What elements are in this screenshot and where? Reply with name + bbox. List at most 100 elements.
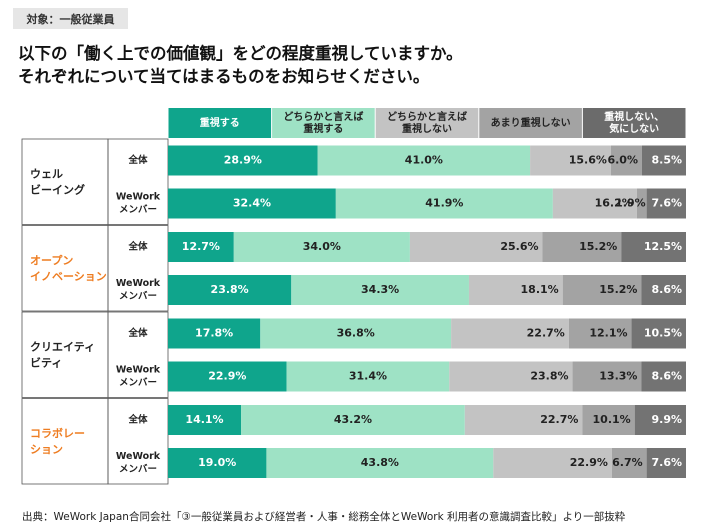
bar-row-1: 32.4% 41.9% 16.2%1.9% 7.6% [168,188,686,219]
bar-segment-5-2 [449,361,573,392]
source-note: 出典：WeWork Japan合同会社「③一般従業員および経営者・人事・総務全体… [22,511,626,523]
row-label-2-1: WeWork メンバー [116,365,161,389]
bar-segment-7-3 [611,448,647,478]
data-label-3-3: 15.2% [599,283,637,296]
group-label-1: オープンイノベーション [30,253,107,283]
legend-item-1 [272,108,375,138]
data-label-5-1: 31.4% [349,370,387,383]
bar-segment-6-3 [582,405,635,435]
bar-segment-3-0 [168,275,292,305]
group-label-3: コラボレーション [30,426,85,456]
data-label-0-0: 28.9% [224,154,262,167]
bar-row-0: 28.9% 41.0% 15.6% 6.0% 8.5% [168,145,686,176]
bar-segment-1-3 [636,188,647,219]
legend-label-3: あまり重視しない [491,116,571,129]
legend-label-1: どちらかと言えば重視する [283,110,363,135]
bar-segment-4-0 [168,318,261,349]
bar-segment-2-2 [409,232,543,262]
row-label-2-0: 全体 [127,327,148,339]
row-label-3-0: 全体 [127,414,148,426]
group-frame-1 [21,225,109,312]
data-label-6-2: 22.7% [540,413,578,426]
bar-segment-0-2 [530,145,611,176]
group-label-0: ウェルビーイング [30,167,85,196]
data-label-4-0: 17.8% [195,327,233,340]
data-label-4-2: 22.7% [527,327,565,340]
data-label-4-3: 12.1% [589,327,627,340]
data-label-1-4: 7.6% [651,197,682,210]
bar-segment-5-3 [572,361,642,392]
bar-segment-6-2 [464,405,583,435]
question-line-1: 以下の「働く上での価値観」をどの程度重視していますか。 [18,44,463,63]
bar-segment-2-1 [233,232,410,262]
data-label-7-2: 22.9% [570,456,608,469]
data-label-2-2: 25.6% [500,240,538,253]
data-label-2-3: 15.2% [579,240,617,253]
data-label-4-1: 36.8% [337,327,375,340]
bar-segment-7-4 [646,448,686,478]
row-frame-2 [107,311,169,398]
data-label-7-1: 43.8% [361,456,399,469]
group-label-2: クリエイティビティ [30,340,95,369]
data-label-0-2: 15.6% [569,154,607,167]
bar-row-2: 12.7% 34.0% 25.6% 15.2% 12.5% [168,232,686,262]
bar-segment-3-2 [468,275,563,305]
bar-segment-7-1 [266,448,494,478]
bar-segment-1-4 [646,188,686,219]
legend-item-4 [582,108,686,138]
row-label-1-1: WeWork メンバー [116,278,161,302]
bar-row-4: 17.8% 36.8% 22.7% 12.1% 10.5% [168,318,686,349]
row-label-3-1: WeWork メンバー [116,451,161,475]
legend-label-4: 重視しない、気にしない [604,110,664,135]
bar-segment-4-1 [260,318,452,349]
bar-row-7: 19.0% 43.8% 22.9% 6.7% 7.6% [168,448,686,478]
bar-row-3: 23.8% 34.3% 18.1% 15.2% 8.6% [168,275,686,305]
data-label-0-1: 41.0% [405,154,443,167]
group-frame-3 [21,398,109,485]
legend-label-2: どちらかと言えば重視しない [387,110,467,135]
bar-segment-6-0 [168,405,242,435]
legend-item-2 [375,108,479,138]
data-label-5-2: 23.8% [530,370,568,383]
bar-segment-3-1 [291,275,469,305]
data-label-1-2: 16.2% [595,197,633,210]
bar-segment-5-4 [641,361,686,392]
bar-segment-6-4 [634,405,686,435]
bar-segment-2-0 [168,232,234,262]
data-label-5-0: 22.9% [208,370,246,383]
data-label-4-4: 10.5% [644,327,682,340]
data-label-6-1: 43.2% [334,413,372,426]
data-label-5-4: 8.6% [651,370,682,383]
bar-segment-2-3 [542,232,622,262]
data-label-0-3: 6.0% [607,154,638,167]
data-label-7-3: 6.7% [612,456,643,469]
audience-tag: 対象：一般従業員 [13,8,128,29]
bar-segment-5-0 [168,361,287,392]
bar-segment-5-1 [286,361,450,392]
group-frame-2 [21,311,109,398]
bar-segment-0-4 [641,145,686,176]
bar-segment-2-4 [621,232,686,262]
bar-segment-4-2 [451,318,569,349]
row-frame-1 [107,225,169,312]
data-label-1-3: 1.9% [615,197,646,210]
row-frame-0 [107,138,169,225]
bar-segment-0-1 [317,145,531,176]
data-label-6-3: 10.1% [593,413,631,426]
bar-segment-4-3 [568,318,632,349]
data-label-3-4: 8.6% [651,283,682,296]
bar-segment-7-2 [493,448,612,478]
row-label-0-1: WeWork メンバー [116,192,161,216]
bar-row-5: 22.9% 31.4% 23.8% 13.3% 8.6% [168,361,686,392]
data-label-0-4: 8.5% [651,154,682,167]
bar-segment-1-0 [168,188,336,219]
data-label-3-1: 34.3% [361,283,399,296]
data-label-2-0: 12.7% [182,240,220,253]
bar-segment-0-0 [168,145,318,176]
bar-segment-3-3 [562,275,642,305]
bar-segment-3-4 [641,275,686,305]
bar-segment-1-2 [552,188,637,219]
legend-label-0: 重視する [200,116,240,129]
data-label-3-0: 23.8% [211,283,249,296]
